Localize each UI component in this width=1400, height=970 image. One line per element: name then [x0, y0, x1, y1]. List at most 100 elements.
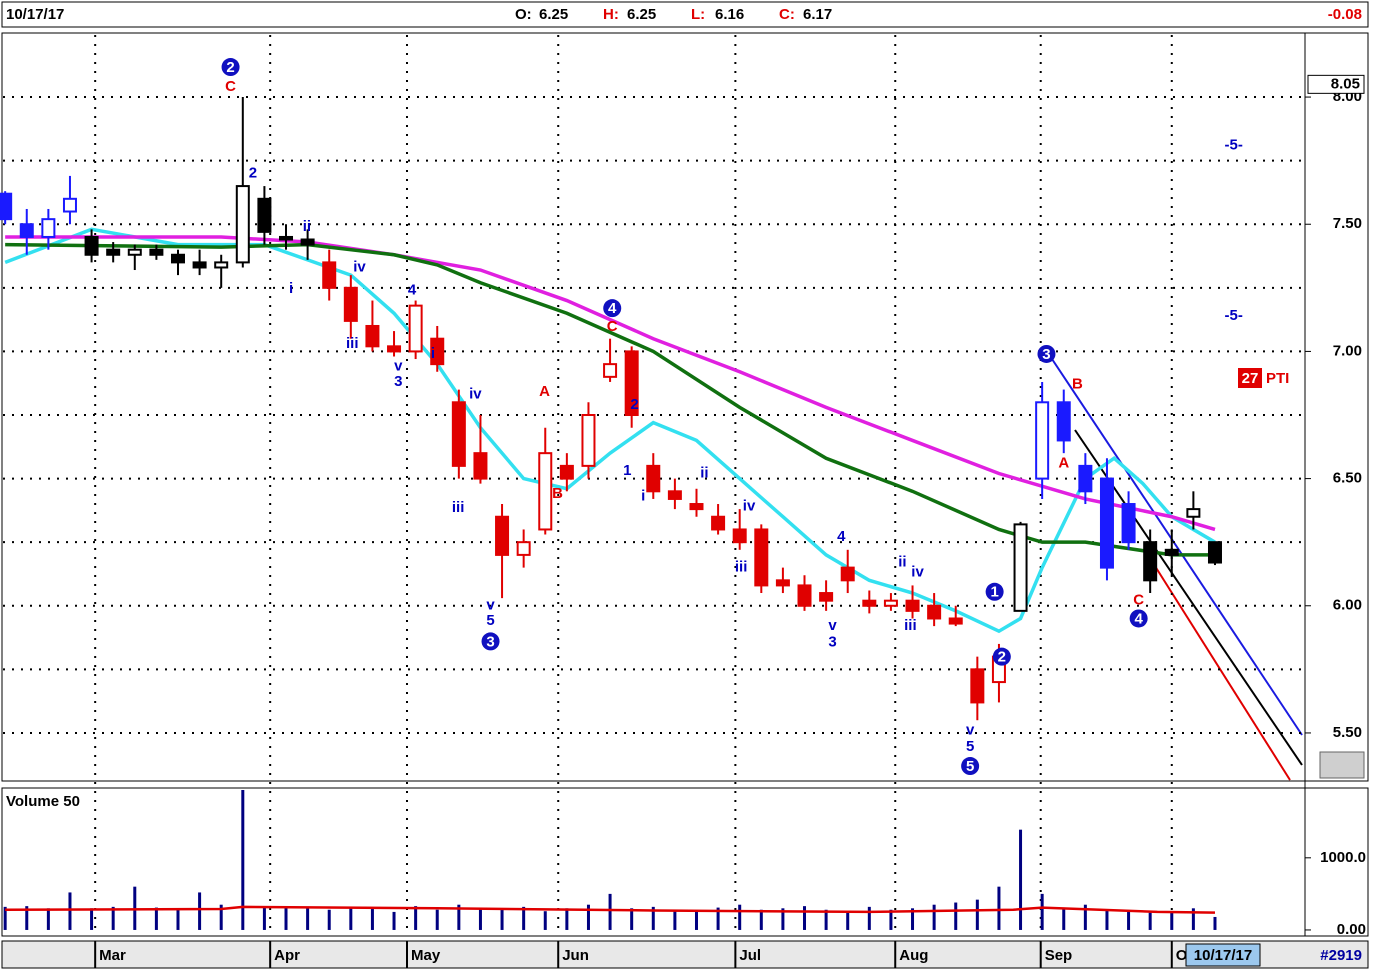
volume-bar: [1083, 904, 1087, 930]
candle-body: [451, 401, 466, 467]
volume-bar: [435, 909, 439, 930]
volume-bar: [262, 906, 266, 930]
ohlc-value: 6.25: [539, 6, 568, 23]
volume-bar: [867, 906, 871, 930]
volume-bar: [241, 790, 245, 930]
candle-body: [732, 528, 747, 544]
candle-body: [192, 261, 207, 269]
pti-score: 27: [1242, 370, 1259, 387]
wave-label: iv: [469, 386, 482, 403]
candle-body: [646, 464, 661, 493]
wave-label: 3: [1042, 346, 1050, 363]
wave-label: 3: [486, 633, 494, 650]
wave-label: C: [607, 318, 618, 335]
candle-body: [516, 541, 531, 556]
y-tick-label: 5.50: [1333, 724, 1362, 741]
ohlc-label: H:: [603, 6, 619, 23]
candle-body: [948, 617, 963, 625]
wave-label: 1: [623, 462, 631, 479]
icon[interactable]: [1319, 751, 1365, 779]
volume-bar: [1191, 908, 1195, 930]
volume-bar: [1148, 912, 1152, 930]
wave-label: i: [641, 487, 645, 504]
x-tick-label: May: [411, 947, 441, 964]
candle-body: [603, 363, 618, 378]
wave-label: iv: [911, 564, 924, 581]
wave-label: iii: [735, 559, 748, 576]
volume-bar: [673, 909, 677, 930]
candle-body: [170, 253, 185, 264]
volume-bar: [651, 906, 655, 930]
volume-bar: [543, 911, 547, 930]
volume-bar: [846, 911, 850, 930]
x-tick-label: O: [1176, 947, 1188, 964]
wave-label: ii: [303, 218, 311, 235]
candle-body: [106, 248, 121, 256]
volume-bar: [3, 906, 7, 930]
volume-bar: [500, 909, 504, 930]
y-tick-label: 6.50: [1333, 470, 1362, 487]
ohlc-label: L:: [691, 6, 705, 23]
wave-label: iv: [743, 498, 756, 515]
wave-label: iii: [452, 499, 465, 516]
volume-bar: [414, 906, 418, 930]
price-panel: [1, 32, 1369, 782]
y-tick-label: 7.00: [1333, 342, 1362, 359]
volume-bar: [25, 906, 29, 930]
candle-body: [711, 515, 726, 531]
wave-label: v: [486, 597, 495, 614]
candle-body: [862, 599, 877, 607]
ohlc-value: 6.16: [715, 6, 744, 23]
volume-average: [5, 905, 1215, 914]
candle-body: [19, 223, 34, 238]
header-bar: [1, 1, 1369, 28]
candle-body: [840, 566, 855, 582]
footer-bar: [1, 940, 1369, 969]
candle-body: [1013, 523, 1028, 612]
candle-body: [581, 414, 596, 467]
volume-bar: [46, 908, 50, 930]
volume-bar: [198, 892, 202, 930]
wave-label: 3: [828, 634, 836, 651]
candle-body: [300, 238, 315, 246]
volume-bar: [1213, 916, 1217, 930]
wave-label: 2: [226, 59, 234, 76]
candle-body: [279, 235, 294, 241]
wave-label: -5-: [1225, 136, 1243, 153]
x-tick-label: Apr: [274, 947, 300, 964]
volume-bar: [803, 906, 807, 930]
wave-label: 2: [998, 649, 1006, 666]
volume-bar: [176, 909, 180, 930]
wave-label: 4: [1134, 610, 1143, 627]
wave-label: 4: [608, 300, 617, 317]
x-tick-label: Jul: [739, 947, 761, 964]
volume-bar: [911, 908, 915, 930]
candle-body: [127, 248, 142, 256]
candle-body: [257, 197, 272, 233]
volume-bar: [997, 886, 1001, 930]
x-tick-label: Sep: [1045, 947, 1073, 964]
volume-bar: [694, 911, 698, 930]
candle-body: [365, 324, 380, 348]
candle-body: [235, 185, 250, 264]
volume-bar: [954, 902, 958, 930]
volume-bar: [608, 893, 612, 930]
candle-body: [970, 668, 985, 704]
wave-label: 4: [837, 528, 846, 545]
wave-label: C: [225, 78, 236, 95]
candle-body: [62, 197, 77, 213]
candle-body: [754, 528, 769, 587]
candle-body: [322, 261, 337, 289]
candle-body: [905, 599, 920, 612]
volume-bar: [154, 907, 158, 930]
wave-label: v: [966, 721, 975, 738]
candle-body: [1164, 548, 1179, 556]
candle-body: [667, 490, 682, 500]
wave-circle: [985, 582, 1004, 601]
wave-label: 4: [408, 281, 417, 298]
pti-box: [1238, 368, 1262, 388]
candle-body: [775, 579, 790, 587]
candle-body: [0, 192, 13, 221]
volume-bar: [90, 908, 94, 930]
candle-body: [495, 515, 510, 556]
